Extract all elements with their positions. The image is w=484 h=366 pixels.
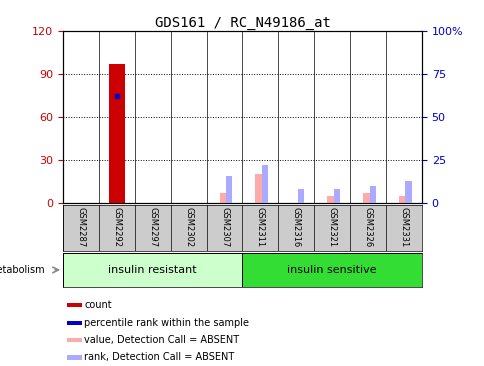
Bar [242, 253, 421, 287]
Bar [108, 64, 125, 203]
Text: count: count [84, 300, 112, 310]
Bar [369, 186, 375, 203]
Bar [333, 189, 339, 203]
Text: GSM2287: GSM2287 [76, 207, 85, 247]
Text: GSM2302: GSM2302 [184, 207, 193, 247]
Bar [398, 196, 405, 203]
Text: percentile rank within the sample: percentile rank within the sample [84, 318, 249, 328]
Text: metabolism: metabolism [0, 265, 45, 275]
Text: GSM2331: GSM2331 [399, 207, 408, 247]
Bar [67, 338, 82, 342]
Text: GSM2307: GSM2307 [220, 207, 228, 247]
Text: insulin sensitive: insulin sensitive [287, 265, 376, 275]
Bar [67, 321, 82, 325]
Text: rank, Detection Call = ABSENT: rank, Detection Call = ABSENT [84, 352, 234, 362]
Bar [327, 196, 333, 203]
Bar [405, 181, 411, 203]
Bar [255, 175, 261, 203]
Text: GSM2311: GSM2311 [256, 207, 264, 247]
Text: value, Detection Call = ABSENT: value, Detection Call = ABSENT [84, 335, 239, 345]
Bar [63, 253, 242, 287]
Text: insulin resistant: insulin resistant [108, 265, 197, 275]
Bar [363, 193, 369, 203]
Text: GSM2326: GSM2326 [363, 207, 372, 247]
Text: GSM2297: GSM2297 [148, 207, 157, 247]
Bar [226, 176, 232, 203]
Bar [67, 355, 82, 359]
Bar [261, 165, 268, 203]
Text: GSM2292: GSM2292 [112, 207, 121, 247]
Bar [297, 189, 303, 203]
Bar [219, 193, 226, 203]
Text: GSM2316: GSM2316 [291, 207, 300, 247]
Text: GSM2321: GSM2321 [327, 207, 336, 247]
Bar [67, 303, 82, 307]
Title: GDS161 / RC_N49186_at: GDS161 / RC_N49186_at [154, 16, 330, 30]
